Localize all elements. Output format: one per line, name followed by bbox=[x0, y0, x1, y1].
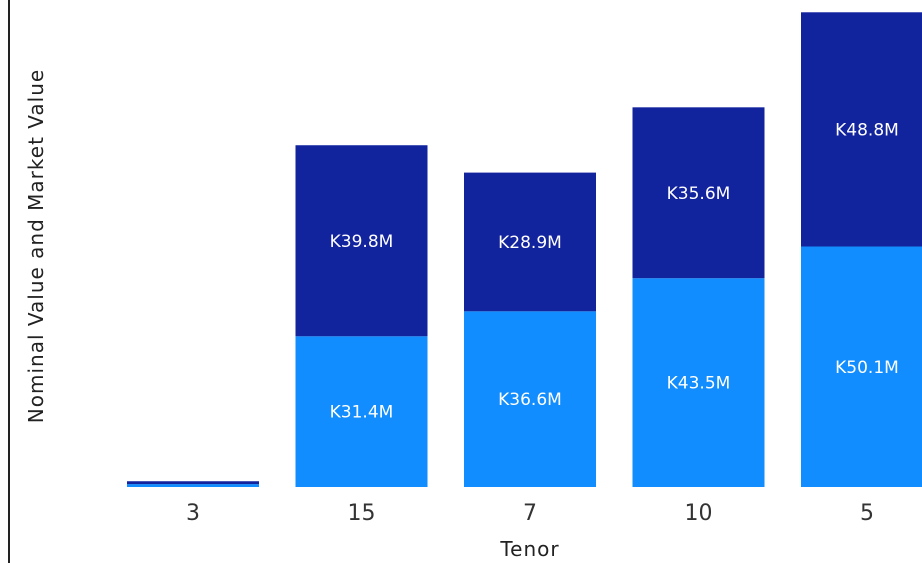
left-border bbox=[8, 0, 10, 563]
x-axis-title: Tenor bbox=[499, 537, 559, 561]
bar-10-series-1 bbox=[632, 107, 765, 279]
data-label-15-series-1: K39.8M bbox=[330, 232, 394, 252]
data-label-5-series-1: K48.8M bbox=[835, 120, 899, 140]
segment-labels-group: K31.4M K39.8M K36.6M K28.9M K43.5M K35.6M K50.… bbox=[330, 120, 899, 422]
bar-5-series-1 bbox=[801, 12, 922, 247]
bar-10-series-0 bbox=[632, 278, 765, 487]
x-tick-10: 10 bbox=[685, 501, 713, 526]
data-label-7-series-0: K36.6M bbox=[498, 390, 562, 410]
bar-7-series-0 bbox=[464, 311, 596, 487]
bar-3-series-1 bbox=[127, 481, 259, 485]
x-tick-labels-group: 3 15 7 10 5 bbox=[186, 501, 874, 526]
bar-3-series-0 bbox=[127, 484, 259, 487]
bar-15-series-1 bbox=[295, 145, 428, 337]
data-label-15-series-0: K31.4M bbox=[330, 403, 394, 423]
x-tick-15: 15 bbox=[348, 501, 376, 526]
x-tick-5: 5 bbox=[860, 501, 874, 526]
bar-15-series-0 bbox=[295, 336, 428, 487]
data-label-7-series-1: K28.9M bbox=[498, 233, 562, 253]
x-tick-3: 3 bbox=[186, 501, 200, 526]
y-axis-title: Nominal Value and Market Value bbox=[24, 69, 48, 423]
bar-7-series-1 bbox=[464, 172, 596, 312]
bar-5-series-0 bbox=[801, 246, 922, 487]
data-label-5-series-0: K50.1M bbox=[835, 358, 899, 378]
data-label-10-series-1: K35.6M bbox=[667, 184, 731, 204]
bars-group bbox=[127, 12, 922, 487]
data-label-10-series-0: K43.5M bbox=[667, 374, 731, 394]
x-tick-7: 7 bbox=[523, 501, 537, 526]
